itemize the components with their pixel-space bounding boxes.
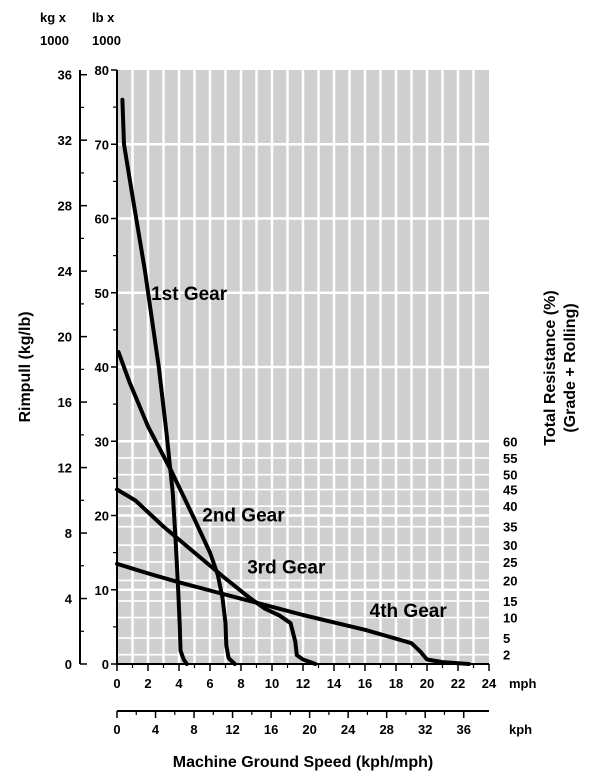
gear-curves [115, 97, 471, 666]
kg-tick-label: 12 [58, 461, 72, 476]
resistance-tick-label: 50 [503, 468, 517, 483]
lb-tick-label: 20 [95, 509, 109, 524]
lb-tick-label: 60 [95, 212, 109, 227]
lb-tick-label: 10 [95, 583, 109, 598]
mph-tick-label: 12 [296, 676, 310, 691]
lb-tick-label: 30 [95, 434, 109, 449]
gear-curve-4 [115, 561, 471, 666]
resistance-tick-label: 20 [503, 573, 517, 588]
mph-tick-label: 18 [389, 676, 403, 691]
kph-tick-label: 8 [190, 722, 197, 737]
y-axis-title: Rimpull (kg/lb) [17, 311, 34, 422]
mph-unit-label: mph [509, 676, 537, 691]
kg-tick-label: 16 [58, 395, 72, 410]
kg-tick-label: 4 [65, 592, 73, 607]
lb-tick-label: 40 [95, 360, 109, 375]
resistance-tick-label: 55 [503, 451, 517, 466]
mph-tick-label: 20 [420, 676, 434, 691]
gear-label-1: 1st Gear [151, 284, 228, 305]
kg-unit-line2: 1000 [40, 33, 69, 48]
mph-tick-label: 14 [327, 676, 342, 691]
resistance-tick-label: 15 [503, 594, 517, 609]
mph-tick-label: 16 [358, 676, 372, 691]
kg-tick-label: 32 [58, 133, 72, 148]
gear-curve-2 [116, 350, 237, 666]
tick-marks [80, 69, 490, 718]
kph-tick-label: 20 [302, 722, 316, 737]
mph-tick-label: 6 [206, 676, 213, 691]
resistance-tick-label: 30 [503, 538, 517, 553]
mph-tick-label: 24 [482, 676, 497, 691]
kg-tick-label: 0 [65, 657, 72, 672]
kg-tick-label: 28 [58, 199, 72, 214]
mph-tick-label: 4 [175, 676, 183, 691]
kph-tick-label: 28 [379, 722, 393, 737]
resistance-tick-label: 10 [503, 611, 517, 626]
resistance-tick-label: 60 [503, 434, 517, 449]
kg-tick-label: 20 [58, 330, 72, 345]
gear-label-4: 4th Gear [370, 601, 448, 622]
resistance-tick-label: 35 [503, 520, 517, 535]
mph-tick-label: 0 [113, 676, 120, 691]
right-axis-title-line1: Total Resistance (%) [542, 290, 559, 445]
resistance-tick-label: 5 [503, 631, 510, 646]
kg-tick-label: 24 [58, 264, 73, 279]
gear-curve-3 [115, 487, 318, 666]
mph-tick-label: 2 [144, 676, 151, 691]
kph-tick-label: 0 [113, 722, 120, 737]
lb-tick-label: 50 [95, 286, 109, 301]
gear-label-2: 2nd Gear [202, 505, 285, 526]
mph-tick-label: 22 [451, 676, 465, 691]
resistance-tick-label: 2 [503, 648, 510, 663]
lb-unit-line2: 1000 [92, 33, 121, 48]
kph-tick-label: 4 [152, 722, 160, 737]
kph-tick-label: 32 [418, 722, 432, 737]
gear-curve-1 [120, 97, 189, 666]
lb-tick-label: 70 [95, 137, 109, 152]
x-axis-title: Machine Ground Speed (kph/mph) [173, 754, 433, 771]
mph-tick-label: 8 [237, 676, 244, 691]
kph-tick-label: 16 [264, 722, 278, 737]
kg-unit-line1: kg x [40, 10, 67, 25]
kph-tick-label: 24 [341, 722, 356, 737]
kg-tick-label: 8 [65, 526, 72, 541]
gridlines [117, 70, 489, 664]
resistance-tick-label: 25 [503, 555, 517, 570]
kph-tick-label: 12 [225, 722, 239, 737]
kph-unit-label: kph [509, 722, 532, 737]
lb-tick-label: 80 [95, 63, 109, 78]
kg-tick-label: 36 [58, 68, 72, 83]
resistance-tick-label: 40 [503, 499, 517, 514]
resistance-tick-label: 45 [503, 483, 517, 498]
kph-tick-label: 36 [456, 722, 470, 737]
gear-label-3: 3rd Gear [247, 557, 326, 578]
lb-tick-label: 0 [102, 657, 109, 672]
right-axis-title-line2: (Grade + Rolling) [562, 303, 579, 432]
mph-tick-label: 10 [265, 676, 279, 691]
lb-unit-line1: lb x [92, 10, 115, 25]
